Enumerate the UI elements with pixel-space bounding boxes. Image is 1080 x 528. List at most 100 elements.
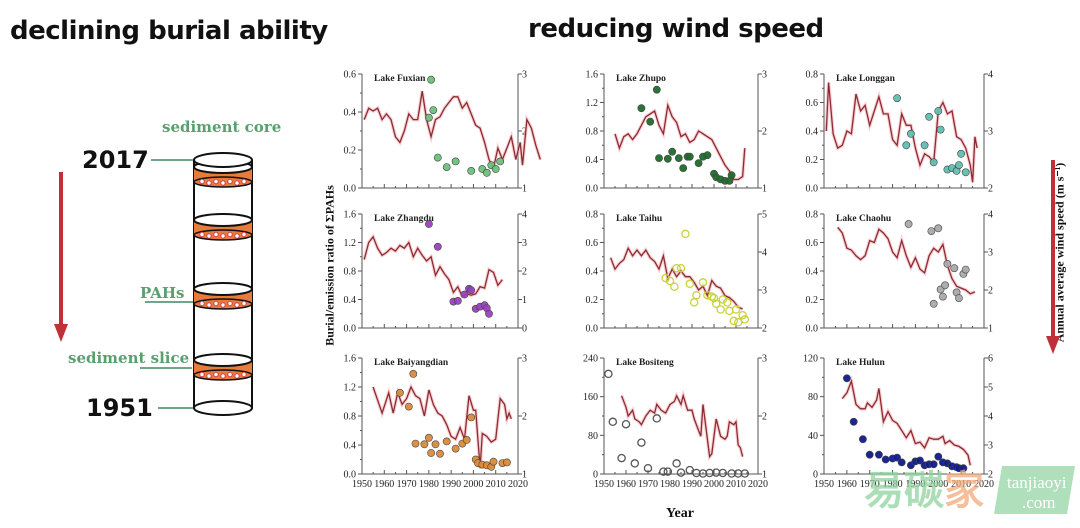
downward-arrow-icon — [54, 172, 68, 342]
burial-ratio-point — [685, 279, 695, 289]
y2-tick-label: 3 — [762, 354, 767, 365]
y-tick-label: 0.8 — [586, 127, 599, 138]
chart-title: Lake Zhupo — [616, 74, 666, 84]
burial-ratio-point — [668, 147, 677, 156]
y-tick-label: 1.2 — [344, 238, 357, 249]
burial-ratio-point — [411, 439, 420, 448]
x-tick-label: 1990 — [905, 479, 925, 490]
pah-dot — [234, 373, 240, 379]
burial-ratio-point — [904, 220, 913, 228]
y2-tick-label: 0 — [522, 324, 527, 335]
wind-line-glow — [619, 389, 745, 462]
burial-ratio-point — [655, 154, 663, 162]
pah-dot — [213, 231, 219, 238]
watermark-domain: .com — [1022, 493, 1056, 512]
pah-dot — [206, 233, 212, 239]
burial-ratio-point — [685, 152, 694, 161]
burial-ratio-point — [929, 158, 938, 167]
x-tick-label: 2000 — [463, 479, 483, 490]
burial-ratio-point — [409, 369, 418, 378]
wind-line-glow — [608, 244, 744, 311]
y2-tick-label: 2 — [522, 267, 527, 278]
y2-tick-label: 5 — [762, 210, 767, 221]
pah-dot — [234, 233, 240, 239]
y-tick-label: 240 — [583, 354, 598, 365]
burial-ratio-point — [875, 450, 883, 459]
wind-speed-line — [363, 90, 541, 170]
y-tick-label: 1.2 — [586, 98, 599, 109]
chart-title: Lake Chaohu — [836, 214, 892, 224]
burial-ratio-point — [939, 292, 947, 301]
burial-ratio-point — [849, 417, 858, 426]
y2-tick-label: 4 — [988, 70, 993, 81]
burial-ratio-point — [427, 449, 435, 457]
core-bottom — [193, 400, 253, 416]
core-drawing — [54, 152, 253, 416]
burial-ratio-point — [694, 159, 703, 167]
burial-ratio-point — [672, 459, 681, 468]
core-top — [193, 152, 253, 168]
wind-speed-line — [614, 102, 746, 181]
burial-ratio-point — [740, 315, 750, 324]
burial-ratio-point — [451, 444, 460, 453]
pah-dot — [213, 178, 219, 185]
burial-ratio-point — [404, 402, 413, 411]
wind-line-glow — [836, 226, 976, 296]
burial-ratio-point — [672, 263, 681, 273]
burial-ratio-point — [740, 469, 750, 478]
pah-dot — [206, 180, 212, 186]
y-tick-label: 0.4 — [344, 108, 357, 119]
y-tick-label: 0.0 — [344, 324, 357, 335]
burial-ratio-point — [902, 141, 911, 150]
pah-dot — [234, 180, 240, 186]
y-tick-label: 40 — [808, 431, 818, 442]
x-axis-title: Year — [666, 506, 694, 521]
y-tick-label: 0.4 — [344, 441, 357, 452]
chart-lake-bositeng: 1950 1960 1970 1980 1990 2000 2010 2020 0 80 160 24… — [583, 354, 768, 491]
pah-dot — [241, 300, 247, 307]
pah-dot — [241, 371, 247, 378]
year-1951: 1951 — [86, 394, 153, 422]
y-tick-label: 0 — [593, 470, 598, 481]
pah-dot — [220, 373, 226, 379]
y-tick-label: 0.2 — [344, 146, 357, 157]
burial-ratio-point — [670, 282, 679, 291]
burial-ratio-point — [961, 265, 970, 274]
pah-dot — [220, 180, 226, 186]
y-tick-label: 0.4 — [586, 155, 599, 166]
burial-ratio-point — [731, 305, 741, 314]
y2-tick-label: 6 — [988, 354, 993, 365]
x-tick-label: 1950 — [814, 479, 834, 490]
pah-dot — [227, 371, 233, 378]
pah-dot — [199, 178, 205, 185]
burial-ratio-point — [936, 125, 945, 134]
y-tick-label: 0.0 — [586, 184, 599, 195]
burial-ratio-point — [442, 437, 451, 446]
burial-ratio-point — [489, 457, 498, 466]
y2-tick-label: 1 — [522, 470, 527, 481]
x-tick-label: 2020 — [748, 479, 768, 490]
burial-ratio-point — [681, 229, 690, 239]
x-tick-label: 1990 — [441, 479, 461, 490]
pah-dot — [227, 178, 233, 185]
y2-tick-label: 5 — [988, 383, 993, 394]
pah-dot — [234, 302, 240, 308]
burial-ratio-point — [467, 286, 476, 295]
y2-tick-label: 2 — [988, 184, 993, 195]
burial-ratio-point — [496, 157, 505, 166]
y-tick-label: 0.2 — [586, 295, 599, 306]
label-pahs: PAHs — [140, 284, 185, 302]
y2-tick-label: 1 — [522, 295, 527, 306]
burial-ratio-point — [709, 293, 719, 303]
burial-ratio-point — [663, 154, 672, 163]
y2-tick-label: 3 — [762, 286, 767, 297]
chart-title: Lake Zhangdu — [374, 214, 435, 224]
sediment-slice-3 — [193, 282, 253, 310]
burial-ratio-point — [427, 75, 435, 84]
burial-ratio-point — [957, 149, 965, 158]
y-tick-label: 0.0 — [344, 184, 357, 195]
y-tick-label: 0.0 — [344, 470, 357, 481]
y-tick-label: 0.0 — [586, 324, 599, 335]
burial-ratio-point — [941, 281, 949, 290]
